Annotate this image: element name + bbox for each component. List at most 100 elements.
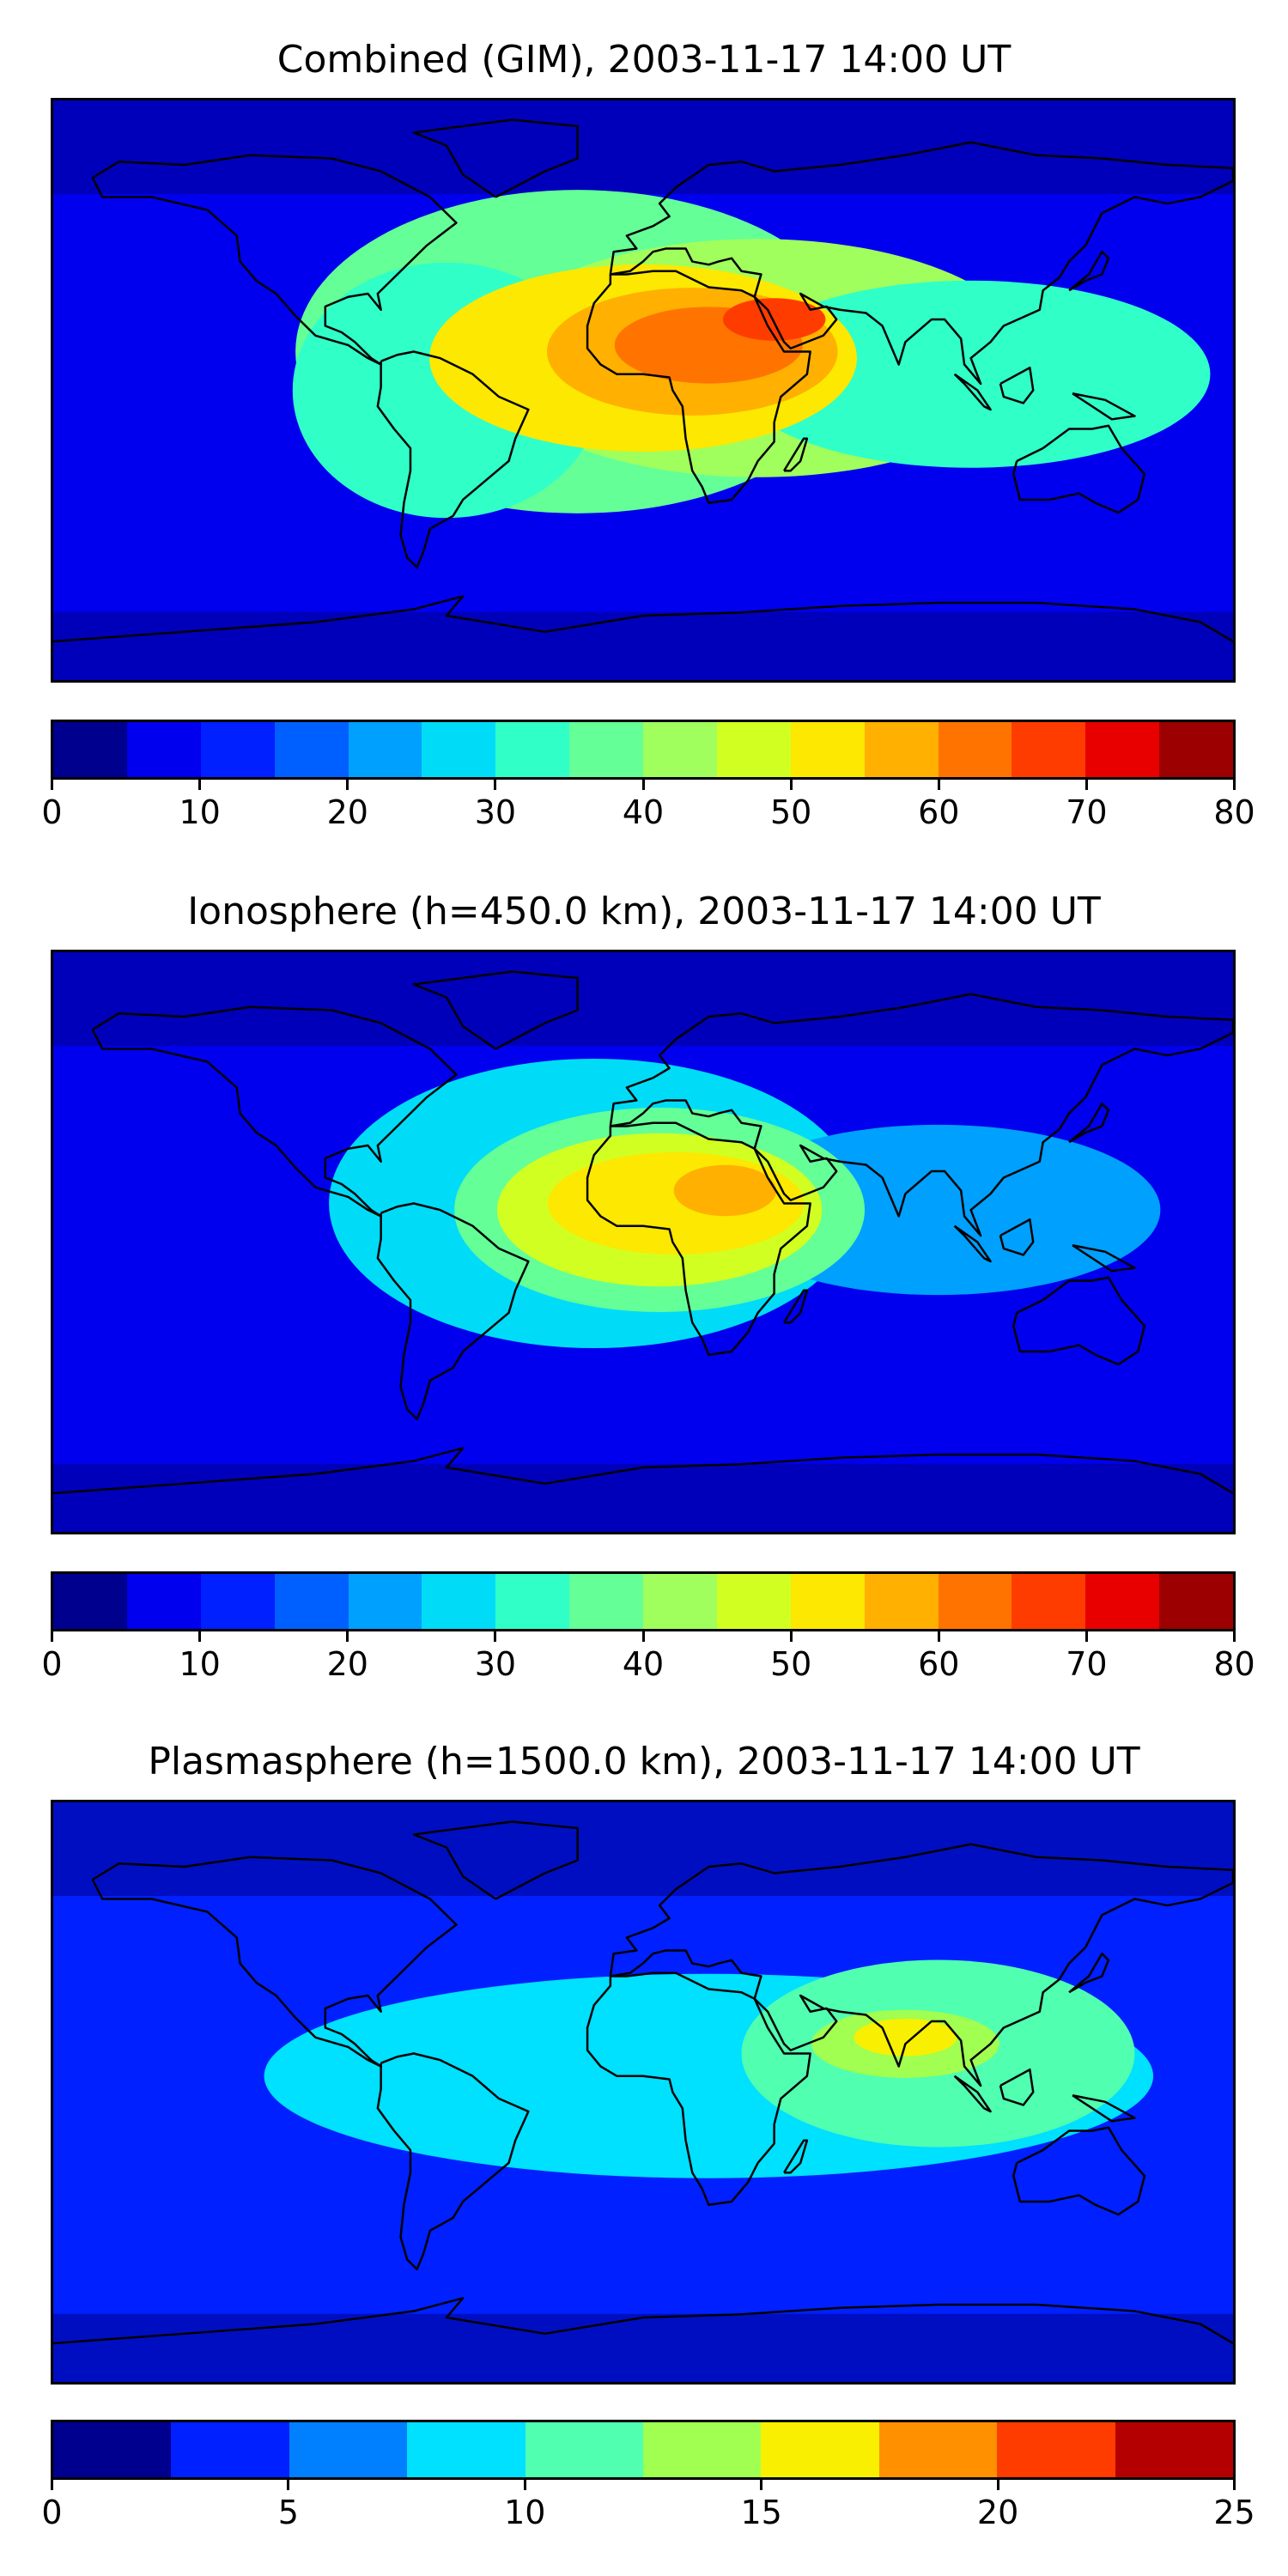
colorbar-segment xyxy=(274,1574,349,1629)
colorbar-tick-label: 60 xyxy=(918,793,960,831)
coastline xyxy=(609,993,1233,1237)
colorbar-tick-label: 20 xyxy=(976,2494,1019,2531)
panel-3-colorbar xyxy=(51,2420,1236,2480)
colorbar-tick-label: 40 xyxy=(622,1645,665,1683)
coastline xyxy=(783,1289,809,1324)
coastline xyxy=(53,595,1233,643)
colorbar-segment xyxy=(761,2422,879,2477)
colorbar-tick xyxy=(760,2480,763,2490)
colorbar-tick-label: 0 xyxy=(41,793,63,831)
colorbar-tick xyxy=(789,780,793,790)
colorbar-tick xyxy=(937,1631,940,1642)
coastline xyxy=(1012,424,1146,514)
colorbar-tick xyxy=(523,2480,526,2490)
colorbar-tick xyxy=(346,780,349,790)
panel-1-map-svg xyxy=(53,100,1233,680)
contour-region xyxy=(722,298,826,341)
colorbar-segment xyxy=(1012,1574,1086,1629)
panel-3-map-svg xyxy=(53,1802,1233,2382)
panel-2-map xyxy=(51,950,1236,1534)
coastline xyxy=(586,1971,811,2206)
colorbar-segment xyxy=(790,722,865,777)
coastline xyxy=(586,270,811,504)
colorbar-tick-label: 10 xyxy=(179,1645,221,1683)
coastline xyxy=(953,1224,992,1263)
coastline xyxy=(91,1856,458,2068)
colorbar-tick-label: 40 xyxy=(622,793,665,831)
coastline xyxy=(783,437,809,472)
coastline xyxy=(53,2297,1233,2345)
contour-region xyxy=(673,1164,777,1217)
colorbar-segment xyxy=(1159,722,1233,777)
colorbar-tick xyxy=(996,2480,999,2490)
colorbar-segment xyxy=(1085,1574,1160,1629)
coastline xyxy=(999,1218,1035,1256)
colorbar-segment xyxy=(407,2422,526,2477)
colorbar-tick-label: 5 xyxy=(277,2494,299,2531)
colorbar-segment xyxy=(171,2422,289,2477)
coastline xyxy=(1068,1952,1110,1994)
colorbar-segment xyxy=(716,722,791,777)
coastline xyxy=(376,350,530,569)
colorbar-tick xyxy=(1233,1631,1236,1642)
panel-2-colorbar xyxy=(51,1571,1236,1631)
coastline xyxy=(91,1005,458,1218)
colorbar-segment xyxy=(864,1574,939,1629)
colorbar-segment xyxy=(716,1574,791,1629)
coastline xyxy=(1072,392,1136,421)
coastline xyxy=(953,373,992,411)
colorbar-tick xyxy=(1084,780,1088,790)
colorbar-tick xyxy=(494,780,497,790)
coastline xyxy=(91,154,458,366)
colorbar-segment xyxy=(274,722,349,777)
colorbar-segment xyxy=(938,722,1012,777)
colorbar-segment xyxy=(348,1574,422,1629)
colorbar-segment xyxy=(53,1574,127,1629)
panel-1-map xyxy=(51,98,1236,683)
colorbar-tick xyxy=(51,2480,53,2490)
colorbar-segment xyxy=(348,722,422,777)
coastline xyxy=(1012,1276,1146,1366)
colorbar-tick-label: 30 xyxy=(474,793,517,831)
colorbar-tick xyxy=(287,2480,290,2490)
colorbar-tick-label: 50 xyxy=(769,793,812,831)
coastline xyxy=(1012,2126,1146,2216)
colorbar-tick xyxy=(494,1631,497,1642)
colorbar-tick-label: 70 xyxy=(1066,1645,1108,1683)
coastline xyxy=(412,1820,579,1900)
coastline xyxy=(1068,250,1110,292)
colorbar-tick xyxy=(641,780,645,790)
colorbar-segment xyxy=(878,2422,998,2477)
colorbar-tick-label: 30 xyxy=(474,1645,517,1683)
colorbar-segment xyxy=(790,1574,865,1629)
panel-2-map-svg xyxy=(53,952,1233,1532)
colorbar-tick xyxy=(51,780,53,790)
colorbar-segment xyxy=(53,2422,172,2477)
colorbar-tick xyxy=(1233,780,1236,790)
colorbar-tick-label: 10 xyxy=(179,793,221,831)
coastline xyxy=(999,2068,1035,2106)
colorbar-tick-label: 25 xyxy=(1213,2494,1255,2531)
panel-3-title: Plasmasphere (h=1500.0 km), 2003-11-17 1… xyxy=(148,1740,1140,1783)
colorbar-tick xyxy=(1084,1631,1088,1642)
colorbar-segment xyxy=(126,722,201,777)
coastline xyxy=(783,2139,809,2174)
colorbar-tick-label: 0 xyxy=(41,1645,63,1683)
colorbar-segment xyxy=(1012,722,1086,777)
panel-3-map xyxy=(51,1800,1236,2385)
contour-region xyxy=(854,2018,957,2057)
colorbar-segment xyxy=(289,2422,408,2477)
colorbar-segment xyxy=(495,1574,570,1629)
colorbar-segment xyxy=(569,722,643,777)
coastline xyxy=(412,118,579,198)
colorbar-tick-label: 80 xyxy=(1213,793,1255,831)
colorbar-tick xyxy=(346,1631,349,1642)
coastline xyxy=(609,1843,1233,2087)
colorbar-segment xyxy=(569,1574,643,1629)
colorbar-tick xyxy=(1233,2480,1236,2490)
south-polar-band xyxy=(53,2313,1233,2382)
coastline xyxy=(999,366,1035,404)
south-polar-band xyxy=(53,611,1233,680)
colorbar-tick xyxy=(641,1631,645,1642)
coastline xyxy=(376,1202,530,1421)
